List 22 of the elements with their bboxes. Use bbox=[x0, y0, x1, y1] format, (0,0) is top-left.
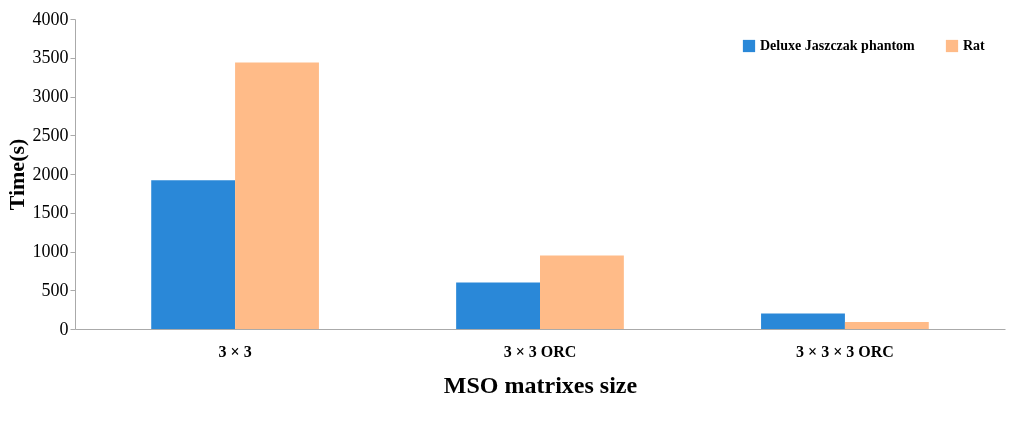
y-tick-label: 500 bbox=[41, 279, 69, 300]
legend-label: Deluxe Jaszczak phantom bbox=[760, 38, 916, 53]
bar bbox=[456, 282, 540, 329]
bar bbox=[761, 313, 845, 329]
y-tick-label: 2500 bbox=[32, 124, 69, 145]
bar bbox=[235, 62, 319, 329]
x-tick-label: 3 × 3 × 3 ORC bbox=[796, 342, 894, 360]
bar bbox=[540, 255, 624, 329]
y-tick-label: 3500 bbox=[32, 47, 69, 68]
y-tick-label: 4000 bbox=[32, 8, 69, 29]
bar bbox=[151, 180, 236, 329]
x-axis-title: MSO matrixes size bbox=[443, 371, 638, 398]
x-tick-label: 3 × 3 ORC bbox=[503, 342, 577, 360]
bar bbox=[844, 322, 929, 329]
y-tick-label: 0 bbox=[59, 318, 69, 339]
legend-label: Rat bbox=[963, 38, 986, 53]
y-tick-label: 1500 bbox=[32, 202, 69, 223]
y-axis-title: Time(s) bbox=[3, 138, 29, 211]
y-tick-label: 3000 bbox=[32, 86, 69, 106]
x-tick-label: 3 × 3 bbox=[218, 342, 252, 360]
y-tick-label: 2000 bbox=[32, 163, 69, 184]
y-tick-label: 1000 bbox=[32, 241, 69, 261]
